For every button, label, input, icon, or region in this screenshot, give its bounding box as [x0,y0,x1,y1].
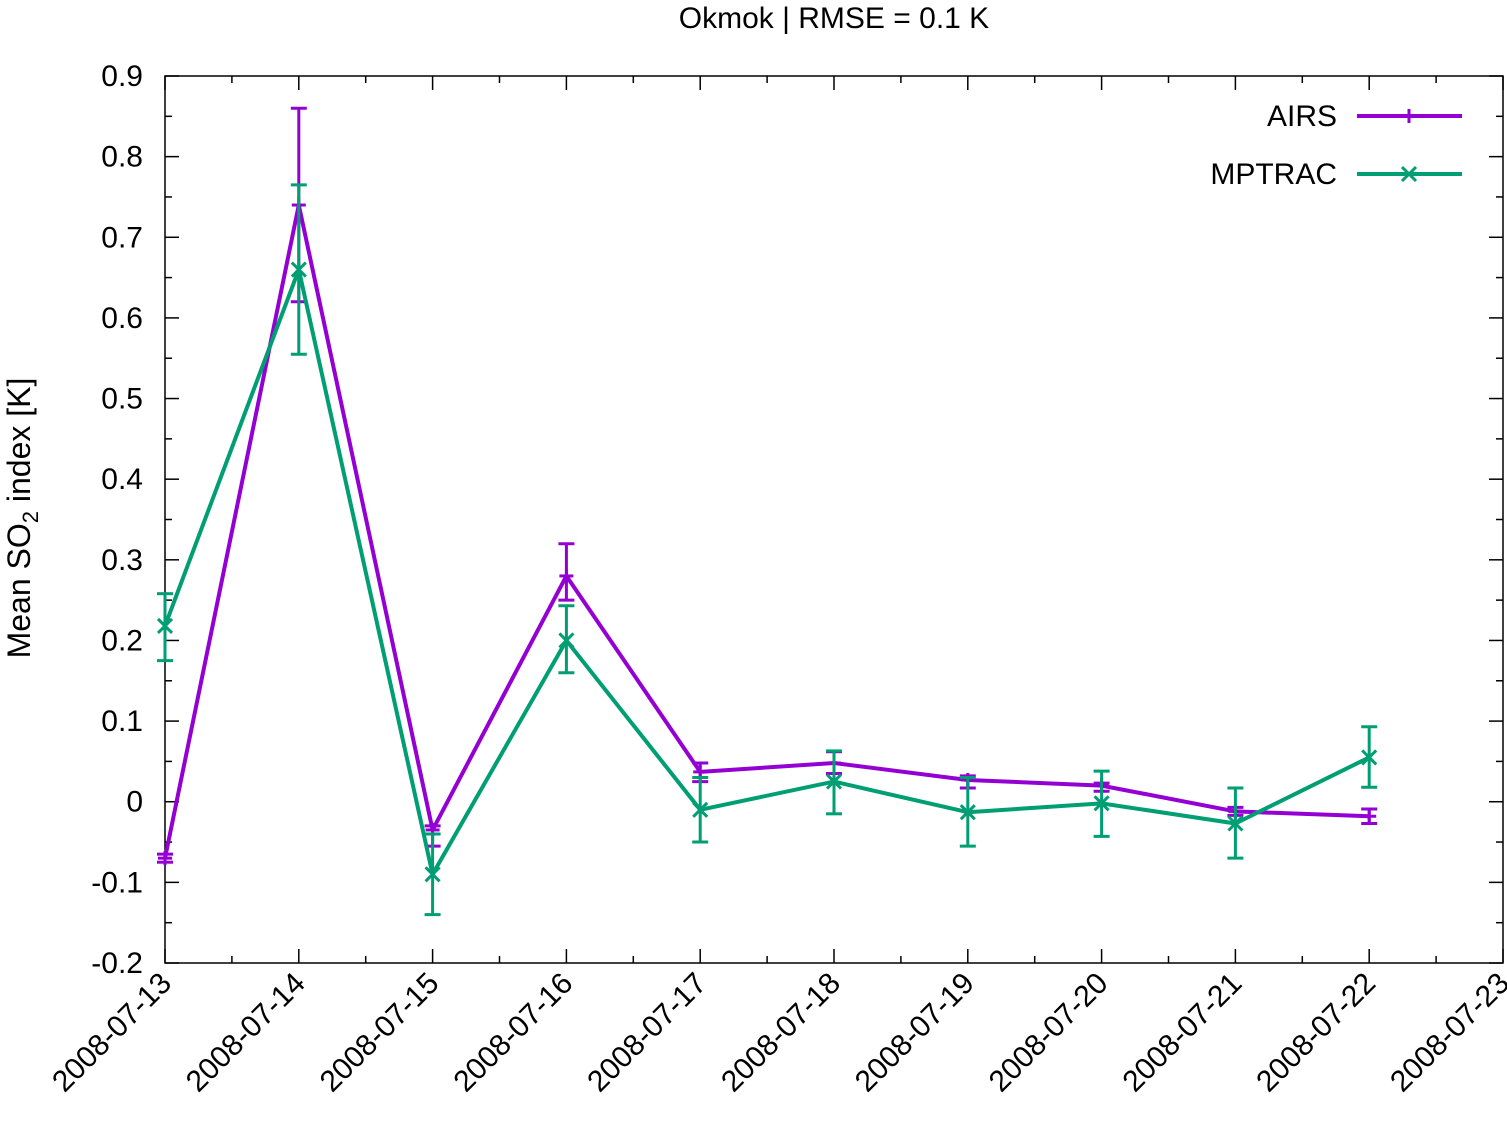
y-tick-label: 0.8 [101,141,143,174]
y-tick-label: 0.4 [101,463,143,496]
y-tick-label: 0.5 [101,383,143,416]
y-tick-label: 0.9 [101,60,143,93]
y-tick-label: 0.3 [101,544,143,577]
data-point-mptrac-d2 [424,866,441,883]
series-line-airs [163,203,1370,859]
data-point-mptrac-d2 [959,804,976,821]
plot-area: -0.2 -0.1 0 0.1 0.2 0.3 0.4 0.5 0.6 0.7 0.8 0.9 2008… [46,60,1507,1098]
y-axis-label-suffix: index [K] [1,378,37,511]
x-tick-label: 2008-07-19 [849,967,981,1099]
data-point-mptrac-d2 [692,801,709,818]
data-point-mptrac-d2 [156,617,174,635]
y-axis-label-subscript: 2 [18,511,43,523]
y-tick-label: 0.6 [101,302,143,335]
x-tick-label: 2008-07-14 [180,967,312,1099]
x-tick-label: 2008-07-20 [983,967,1115,1099]
y-tick-label: 0.7 [101,221,143,254]
x-tick-label: 2008-07-23 [1384,967,1507,1099]
y-tick-label: -0.1 [91,866,143,899]
data-point-mptrac-d2 [1093,795,1110,812]
x-tick-label: 2008-07-18 [715,967,847,1099]
series-airs [157,106,1378,864]
x-tick-label: 2008-07-16 [447,967,579,1099]
data-point-mptrac-d2 [1361,749,1378,766]
legend-label-airs: AIRS [1267,100,1337,133]
data-point-mptrac-d2 [825,773,843,790]
y-tick-label: 0.2 [101,624,143,657]
x-tick-label: 2008-07-22 [1250,967,1382,1099]
chart-title: Okmok | RMSE = 0.1 K [679,2,989,35]
x-tick-label: 2008-07-13 [46,967,178,1099]
legend-marker-mptrac-d2 [1400,165,1418,183]
series-line-mptrac [163,267,1371,877]
y-tick-label: 0 [126,786,143,819]
data-point-mptrac-d2 [290,261,307,278]
y-tick-label: -0.2 [91,947,143,980]
y-axis-label-prefix: Mean SO [1,523,37,658]
data-point-mptrac-d2 [1227,815,1244,832]
x-tick-label: 2008-07-15 [314,967,446,1099]
data-point-mptrac-d2 [558,632,575,649]
legend-label-mptrac: MPTRAC [1210,158,1337,191]
x-tick-label: 2008-07-17 [581,967,713,1099]
y-tick-label: 0.1 [101,705,143,738]
y-axis-label: Mean SO2 index [K] [1,378,43,659]
x-tick-label: 2008-07-21 [1116,967,1248,1099]
